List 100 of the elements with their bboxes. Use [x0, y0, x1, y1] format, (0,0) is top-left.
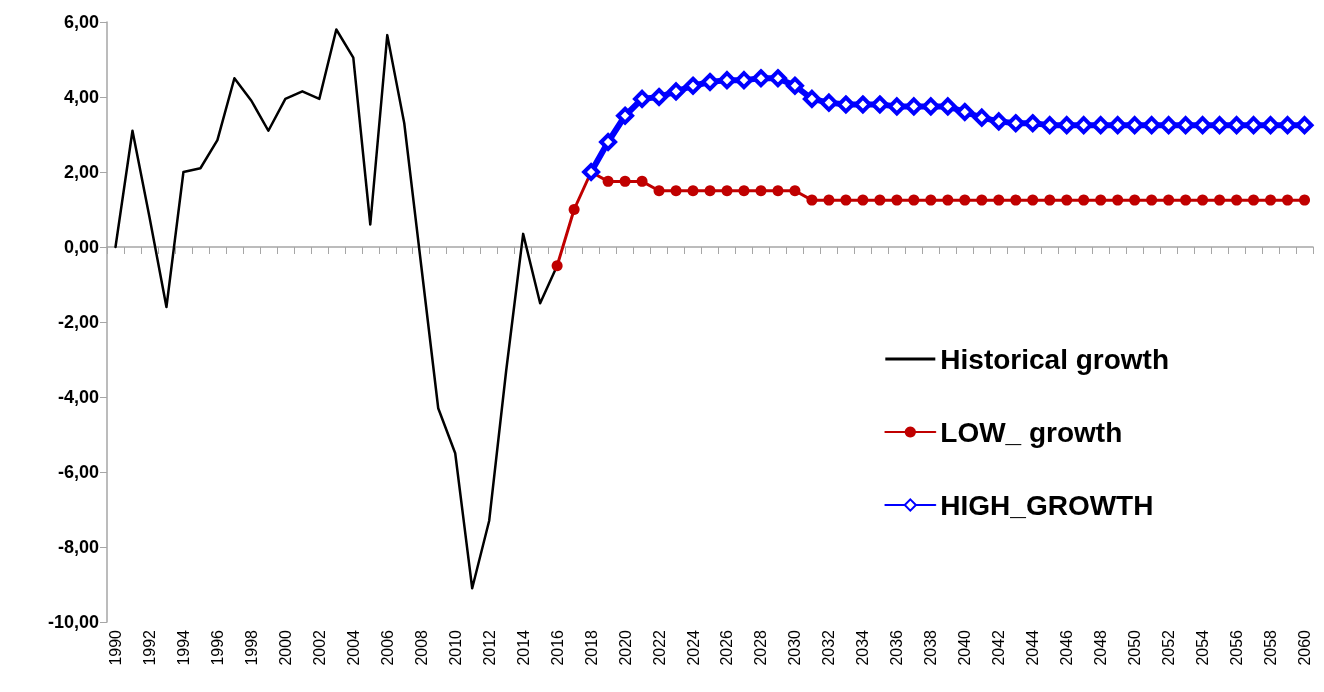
x-tick-label: 2042 [990, 629, 1008, 666]
point [717, 71, 736, 90]
x-tick-label: 2040 [956, 629, 974, 666]
point [701, 73, 719, 91]
point [768, 69, 787, 88]
point [1159, 116, 1178, 135]
point [1057, 116, 1076, 135]
x-tick-label: 2054 [1194, 629, 1212, 666]
point [1129, 194, 1141, 206]
x-tick-label: 2036 [888, 629, 906, 666]
point [955, 103, 974, 121]
point [751, 69, 770, 88]
x-tick-label: 2002 [310, 629, 328, 666]
y-tick-label: 2,00 [63, 162, 99, 182]
point [1078, 194, 1090, 206]
point [1210, 116, 1229, 135]
x-tick-label: 2006 [378, 629, 396, 666]
x-tick-label: 2030 [786, 629, 804, 666]
x-tick-label: 2010 [446, 629, 464, 666]
point [687, 185, 699, 197]
x-tick-label: 2018 [582, 629, 600, 666]
y-tick-label: -10,00 [47, 612, 99, 632]
point [1163, 194, 1175, 206]
x-tick-label: 2038 [922, 629, 940, 666]
point [823, 194, 835, 206]
point [874, 194, 886, 206]
x-tick-label: 2024 [684, 629, 702, 666]
point [1231, 194, 1243, 206]
x-tick-label: 2014 [514, 629, 532, 666]
x-tick-label: 2060 [1296, 629, 1314, 666]
point [806, 194, 818, 206]
point [1214, 194, 1226, 206]
point [959, 194, 971, 206]
point [1197, 194, 1209, 206]
point [1265, 194, 1277, 206]
point [802, 89, 821, 108]
point [976, 194, 988, 206]
x-tick-label: 2052 [1160, 629, 1178, 666]
point [582, 163, 601, 181]
legend-label: HIGH_GROWTH [940, 489, 1154, 521]
x-tick-label: 2056 [1228, 629, 1246, 666]
point [772, 185, 784, 197]
point [616, 106, 635, 125]
point [721, 185, 733, 197]
point [636, 175, 648, 187]
point [785, 76, 804, 95]
point [1146, 194, 1158, 206]
x-tick-label: 2026 [718, 629, 736, 666]
point [551, 260, 563, 272]
point [993, 194, 1005, 206]
point [1261, 116, 1280, 135]
x-tick-label: 1994 [174, 629, 192, 666]
x-tick-label: 2032 [820, 629, 838, 666]
point [908, 194, 920, 206]
x-tick-label: 2058 [1262, 629, 1280, 666]
point [1091, 116, 1110, 135]
point [602, 175, 614, 187]
legend-label: Historical growth [940, 343, 1170, 375]
point [989, 112, 1008, 131]
legend-label: LOW_ growth [940, 416, 1123, 448]
point [670, 185, 682, 197]
point [887, 97, 906, 116]
point [789, 185, 801, 197]
point [1010, 194, 1022, 206]
x-tick-label: 2000 [276, 629, 294, 666]
point [1074, 116, 1093, 135]
x-tick-label: 2022 [650, 629, 668, 666]
x-tick-label: 2044 [1024, 629, 1042, 666]
x-tick-label: 1990 [106, 629, 124, 666]
x-tick-label: 2034 [854, 629, 872, 666]
x-tick-label: 2046 [1058, 629, 1076, 666]
point [738, 185, 750, 197]
point [925, 194, 937, 206]
point [942, 194, 954, 206]
x-tick-label: 2028 [752, 629, 770, 666]
point [1227, 116, 1246, 135]
point [704, 185, 716, 197]
point [1095, 194, 1107, 206]
point [1112, 194, 1124, 206]
x-tick-label: 1998 [242, 629, 260, 666]
x-tick-label: 2008 [412, 629, 430, 666]
point [938, 97, 957, 116]
y-tick-label: 4,00 [63, 87, 99, 107]
y-tick-label: -2,00 [57, 312, 99, 332]
point [870, 95, 889, 114]
x-tick-label: 2012 [480, 629, 498, 666]
point [1282, 194, 1294, 206]
y-tick-label: -4,00 [57, 387, 99, 407]
point [904, 97, 923, 116]
point [1295, 116, 1314, 135]
point [972, 108, 991, 127]
x-tick-label: 2004 [344, 629, 362, 666]
x-tick-label: 2050 [1126, 629, 1144, 666]
point [891, 194, 903, 206]
point [667, 82, 686, 101]
y-tick-label: 6,00 [63, 12, 99, 32]
point [1006, 114, 1025, 133]
point [836, 95, 855, 114]
point [1176, 116, 1195, 135]
point [755, 185, 767, 197]
